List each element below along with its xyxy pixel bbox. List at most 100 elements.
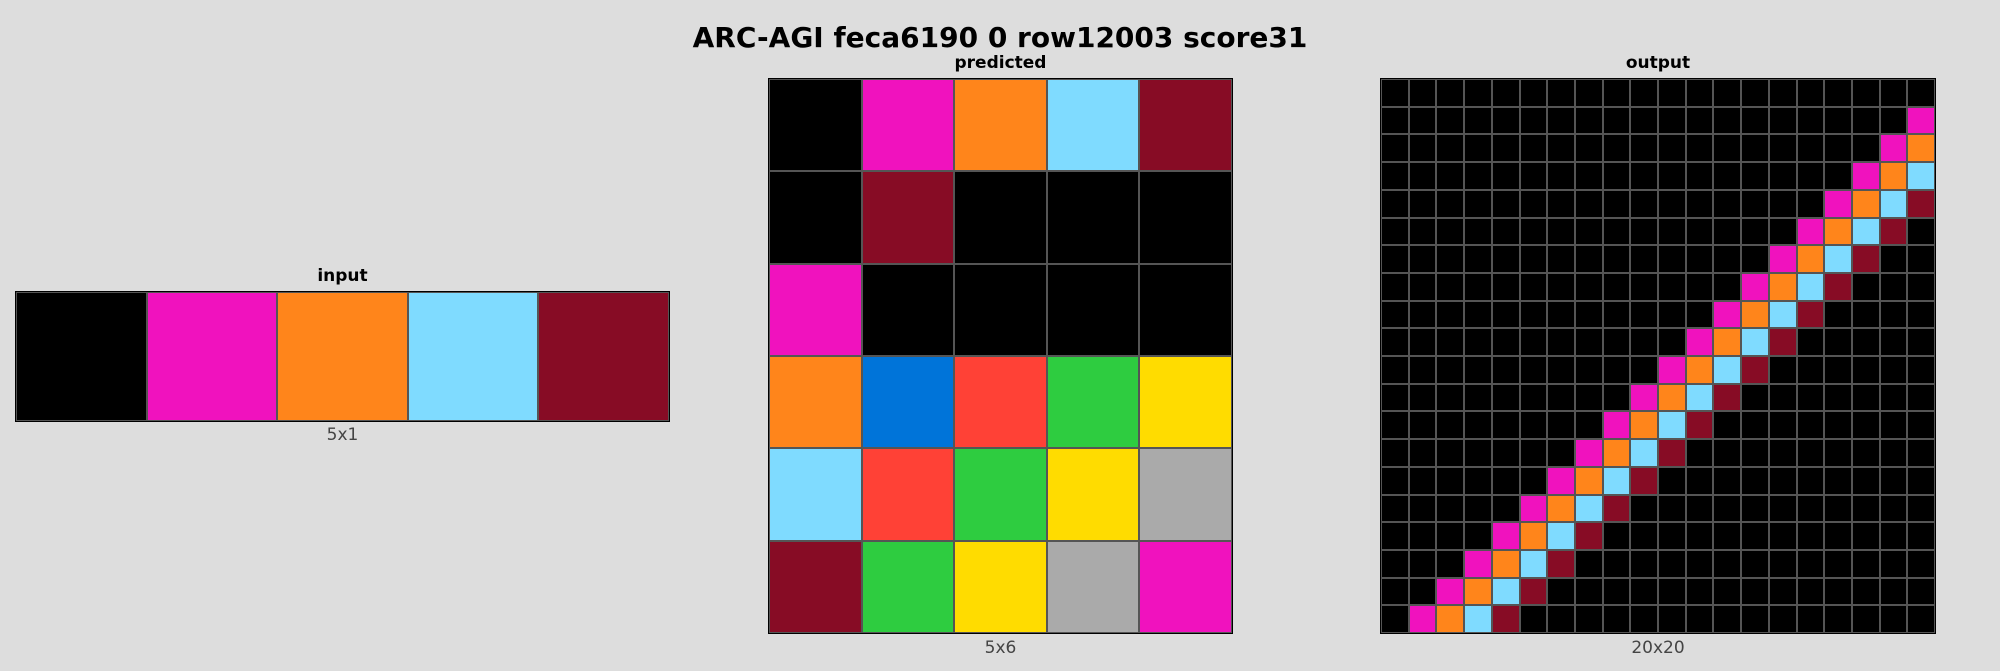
output-cell [1685, 189, 1714, 218]
predicted-panel-title: predicted [954, 53, 1047, 73]
output-cell [1436, 217, 1465, 246]
output-cell [1879, 356, 1908, 384]
output-cell [1713, 328, 1742, 356]
output-cell [1381, 522, 1409, 550]
output-cell [1464, 217, 1492, 246]
output-cell [1851, 411, 1880, 440]
output-cell [1519, 466, 1548, 495]
output-cell [1408, 605, 1437, 633]
output-cell [1602, 106, 1631, 135]
output-cell [1408, 300, 1437, 329]
output-cell [1547, 439, 1575, 467]
output-cell [1464, 383, 1492, 412]
output-cell [1547, 383, 1575, 412]
output-cell [1630, 272, 1658, 301]
output-cell [1491, 134, 1520, 163]
output-cell [1491, 577, 1520, 606]
output-cell [1658, 522, 1686, 550]
output-cell [1574, 328, 1603, 356]
output-cell [1824, 439, 1852, 467]
output-cell [1796, 466, 1825, 495]
output-cell [1574, 272, 1603, 301]
output-cell [1879, 245, 1908, 273]
output-cell [1658, 411, 1686, 440]
predicted-cell [1139, 171, 1232, 264]
predicted-cell [1046, 356, 1140, 449]
output-panel-caption: 20x20 [1631, 638, 1685, 658]
output-cell [1464, 272, 1492, 301]
output-cell [1824, 411, 1852, 440]
output-cell [1851, 272, 1880, 301]
output-cell [1741, 328, 1769, 356]
predicted-grid [768, 78, 1233, 634]
output-cell [1519, 439, 1548, 467]
output-cell [1741, 466, 1769, 495]
predicted-cell [861, 356, 955, 449]
output-cell [1491, 494, 1520, 523]
output-cell [1381, 466, 1409, 495]
output-cell [1768, 272, 1797, 301]
output-cell [1602, 328, 1631, 356]
output-cell [1713, 577, 1742, 606]
output-cell [1907, 577, 1935, 606]
predicted-cell [954, 263, 1047, 356]
output-cell [1851, 106, 1880, 135]
output-cell [1796, 217, 1825, 246]
output-cell [1547, 79, 1575, 107]
output-cell [1436, 106, 1465, 135]
output-cell [1408, 466, 1437, 495]
output-cell [1685, 356, 1714, 384]
output-cell [1547, 605, 1575, 633]
predicted-cell [1139, 540, 1232, 633]
output-cell [1491, 272, 1520, 301]
output-cell [1907, 217, 1935, 246]
output-cell [1658, 605, 1686, 633]
output-cell [1547, 245, 1575, 273]
output-cell [1796, 577, 1825, 606]
output-cell [1685, 79, 1714, 107]
output-cell [1741, 383, 1769, 412]
output-cell [1796, 522, 1825, 550]
output-cell [1685, 549, 1714, 578]
output-cell [1907, 439, 1935, 467]
output-cell [1464, 106, 1492, 135]
input-cell [146, 292, 278, 421]
output-cell [1464, 522, 1492, 550]
output-cell [1713, 106, 1742, 135]
output-cell [1547, 466, 1575, 495]
output-cell [1602, 162, 1631, 190]
output-cell [1464, 245, 1492, 273]
output-cell [1436, 162, 1465, 190]
output-cell [1491, 217, 1520, 246]
output-cell [1768, 605, 1797, 633]
input-panel-caption: 5x1 [326, 425, 359, 445]
output-cell [1768, 162, 1797, 190]
output-cell [1741, 134, 1769, 163]
output-cell [1602, 245, 1631, 273]
output-cell [1851, 383, 1880, 412]
output-cell [1408, 106, 1437, 135]
output-cell [1796, 549, 1825, 578]
output-cell [1851, 466, 1880, 495]
output-cell [1381, 79, 1409, 107]
output-cell [1630, 577, 1658, 606]
output-cell [1713, 439, 1742, 467]
output-cell [1879, 328, 1908, 356]
output-cell [1547, 134, 1575, 163]
output-cell [1851, 522, 1880, 550]
output-cell [1602, 189, 1631, 218]
output-cell [1796, 494, 1825, 523]
output-cell [1768, 79, 1797, 107]
output-cell [1491, 106, 1520, 135]
output-cell [1408, 522, 1437, 550]
output-cell [1879, 189, 1908, 218]
output-cell [1741, 522, 1769, 550]
output-cell [1685, 245, 1714, 273]
output-cell [1741, 106, 1769, 135]
output-cell [1519, 549, 1548, 578]
output-cell [1907, 134, 1935, 163]
output-cell [1464, 494, 1492, 523]
output-cell [1768, 494, 1797, 523]
output-cell [1796, 439, 1825, 467]
output-cell [1685, 522, 1714, 550]
